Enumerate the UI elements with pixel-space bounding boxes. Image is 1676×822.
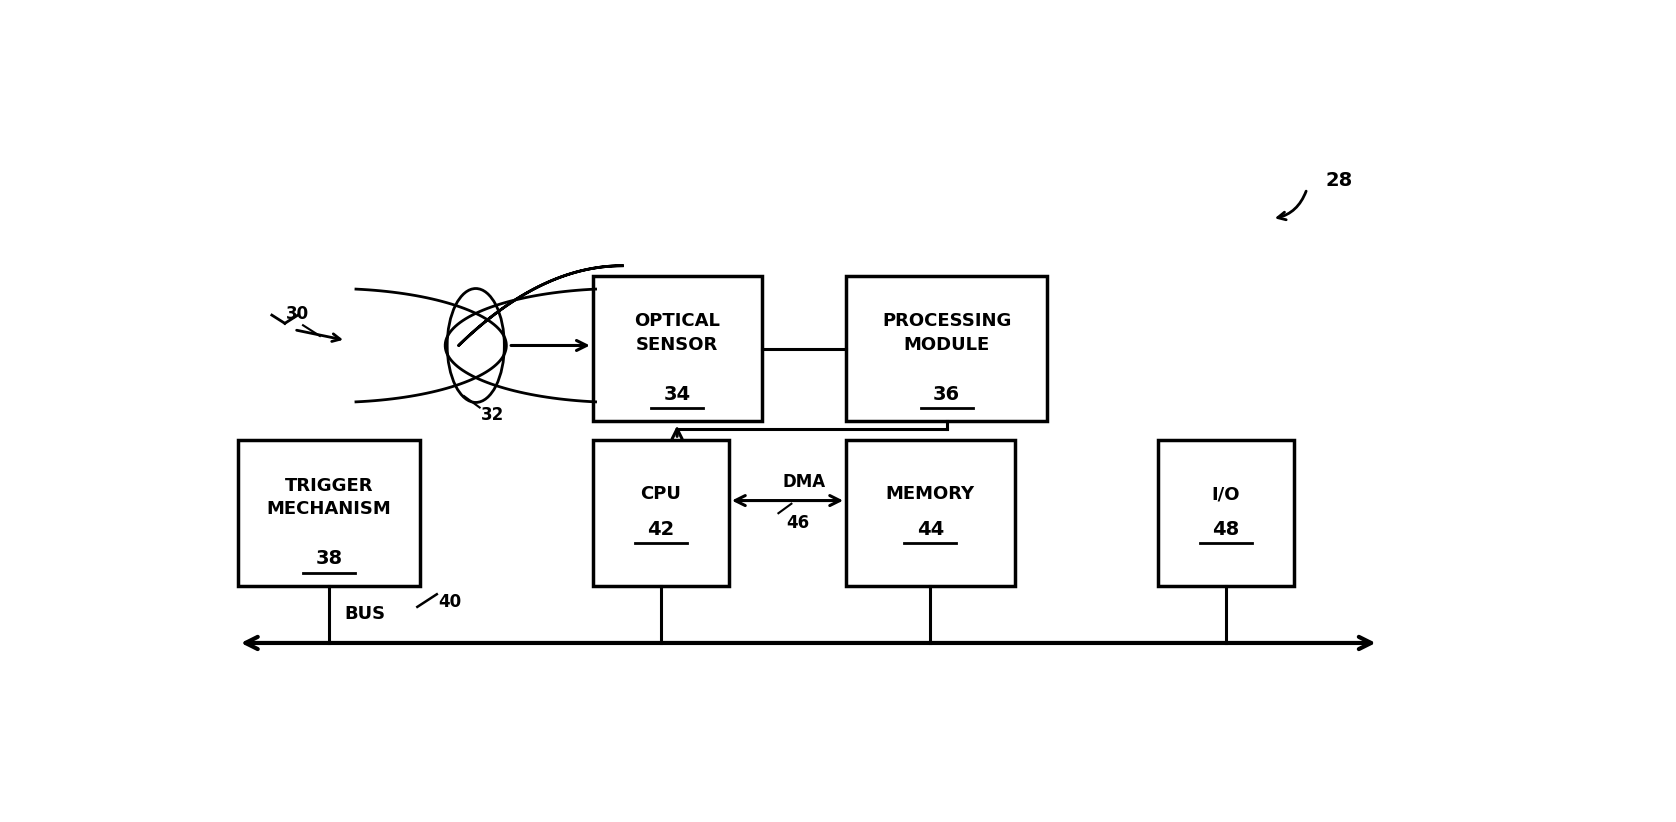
Bar: [593, 276, 761, 422]
Text: 44: 44: [917, 520, 944, 538]
Text: OPTICAL
SENSOR: OPTICAL SENSOR: [634, 312, 721, 353]
Text: 42: 42: [647, 520, 674, 538]
Text: TRIGGER
MECHANISM: TRIGGER MECHANISM: [266, 477, 392, 518]
Text: 30: 30: [287, 305, 310, 323]
Bar: [846, 276, 1048, 422]
Text: 46: 46: [786, 514, 810, 532]
Text: BUS: BUS: [345, 606, 385, 623]
Text: CPU: CPU: [640, 485, 682, 503]
Ellipse shape: [447, 289, 504, 403]
Text: 40: 40: [437, 593, 461, 611]
Bar: [1158, 441, 1294, 586]
Text: 34: 34: [664, 385, 691, 404]
Text: DMA: DMA: [783, 473, 826, 491]
Text: 28: 28: [1326, 172, 1353, 191]
Text: 48: 48: [1212, 520, 1240, 538]
Text: PROCESSING
MODULE: PROCESSING MODULE: [882, 312, 1011, 353]
Bar: [846, 441, 1016, 586]
Text: I/O: I/O: [1212, 485, 1240, 503]
Text: 38: 38: [315, 549, 342, 568]
Text: MEMORY: MEMORY: [887, 485, 975, 503]
Bar: [593, 441, 729, 586]
Text: 36: 36: [934, 385, 960, 404]
Text: 32: 32: [481, 406, 504, 424]
Bar: [238, 441, 421, 586]
